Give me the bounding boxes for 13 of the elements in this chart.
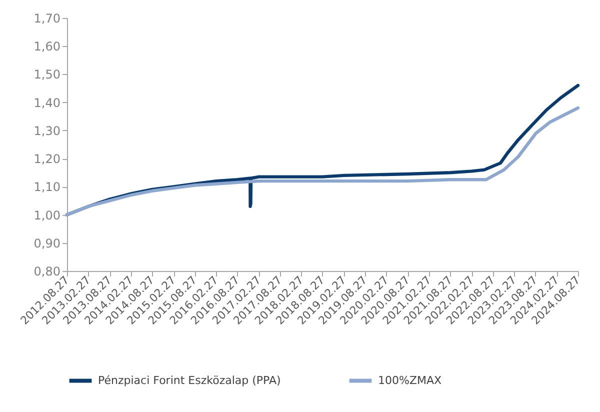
legend-label: 100%ZMAX [378,374,442,387]
legend-label: Pénzpiaci Forint Eszközalap (PPA) [98,374,281,387]
y-tick-label: 0,80 [34,264,60,278]
y-tick-label: 1,60 [34,40,60,54]
y-tick-label: 1,00 [34,208,60,222]
y-tick-label: 1,70 [34,12,60,26]
line-series [65,106,580,216]
y-tick-label: 1,30 [34,124,60,138]
y-tick-label: 1,40 [34,96,60,110]
y-tick-label: 1,10 [34,180,60,194]
y-tick-label: 0,90 [34,236,60,250]
y-tick-label: 1,20 [34,152,60,166]
y-tick-label: 1,50 [34,68,60,82]
